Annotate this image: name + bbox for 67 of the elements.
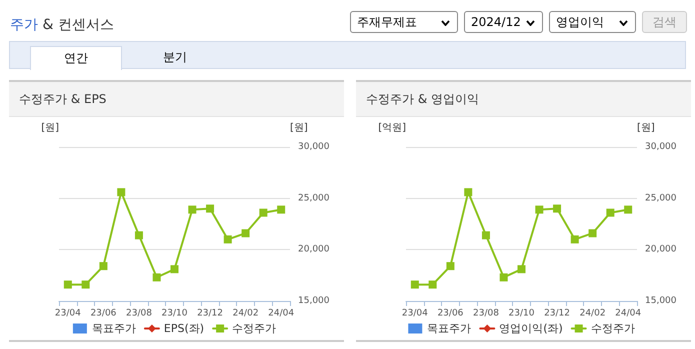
point [224,235,232,244]
text: 2024/12 [464,11,543,33]
point [242,229,250,238]
point [588,229,597,238]
x-tick-label: 23/10 [508,308,535,318]
point [64,280,72,289]
point [482,231,490,240]
chart-title: 수정주가 & 영업이익 [356,82,691,117]
y2-tick-label: 20,000 [645,244,677,255]
x-tick-label: 23/12 [197,308,224,318]
point [624,206,632,214]
point [606,208,614,217]
point [134,231,143,240]
y-axis-title: [억원] [378,122,406,134]
point [117,188,126,196]
y2-axis-title: [원] [637,122,655,134]
point [259,208,268,217]
point [428,280,437,289]
legend-label: 수정주가 [590,322,635,335]
legend-label: EPS(좌) [164,322,204,335]
point [518,265,526,274]
point [206,204,214,213]
y2-tick-label: 30,000 [298,142,330,152]
x-tick-label: 23/08 [472,308,500,318]
point [553,204,562,213]
point [570,235,579,244]
x-tick-label: 23/08 [126,308,152,318]
text: 주재무제표 [350,11,458,33]
y2-tick-label: 15,000 [298,296,330,306]
x-tick-label: 23/04 [54,308,82,318]
x-tick-label: 24/04 [268,308,294,318]
x-tick-label: 23/12 [544,308,570,318]
point [446,262,454,270]
text: 영업이익 [549,11,636,33]
point [152,273,161,282]
point [464,188,472,196]
x-tick-label: 23/04 [402,308,428,318]
x-tick-label: 24/02 [580,308,606,318]
y2-tick-label: 30,000 [645,142,677,152]
point [410,280,419,289]
chart-title: 수정주가 & EPS [9,82,344,117]
x-tick-label: 23/06 [90,308,117,318]
y2-tick-label: 15,000 [645,296,677,306]
point [170,265,178,274]
y2-tick-label: 20,000 [298,244,330,255]
point [500,273,508,282]
legend-label: 목표주가 [92,322,136,335]
x-tick-label: 24/04 [615,308,642,318]
text: 연간 [30,46,122,70]
text: 주가 & 컨센서스 [10,16,114,34]
point [188,206,196,214]
x-tick-label: 23/10 [162,308,188,318]
point [82,280,90,289]
x-tick-label: 23/06 [437,308,464,318]
y2-tick-label: 25,000 [298,193,330,204]
point [99,262,108,270]
text: 검색 [642,11,687,33]
legend-label: 영업이익(좌) [499,322,563,335]
y-axis-title: [원] [41,122,60,134]
y2-tick-label: 25,000 [645,193,677,204]
legend-label: 수정주가 [232,322,276,335]
y2-axis-title: [원] [290,122,308,134]
point [535,206,544,214]
text: 분기 [162,49,188,66]
legend-label: 목표주가 [427,322,472,335]
point [277,206,286,214]
x-tick-label: 24/02 [232,308,259,318]
